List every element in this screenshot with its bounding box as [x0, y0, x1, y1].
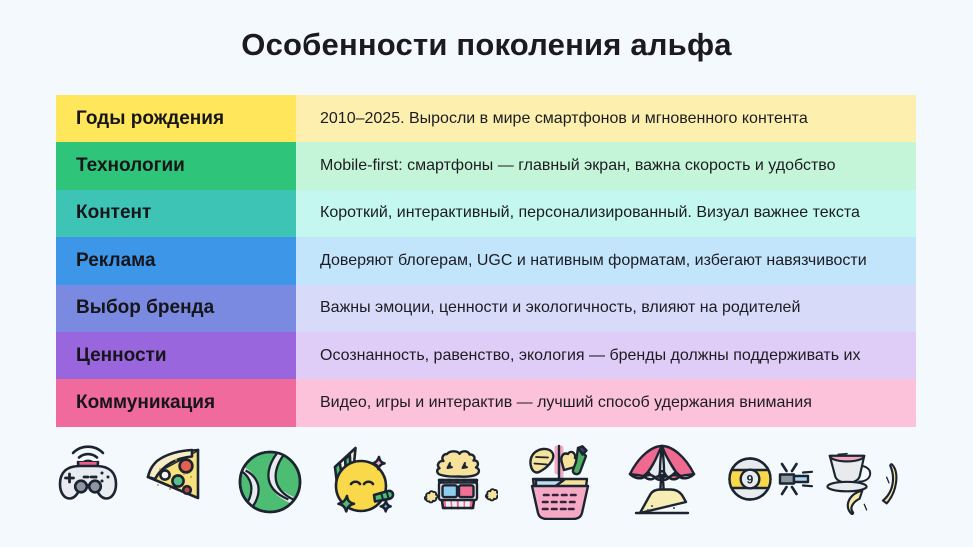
svg-text:9: 9 [747, 473, 754, 487]
